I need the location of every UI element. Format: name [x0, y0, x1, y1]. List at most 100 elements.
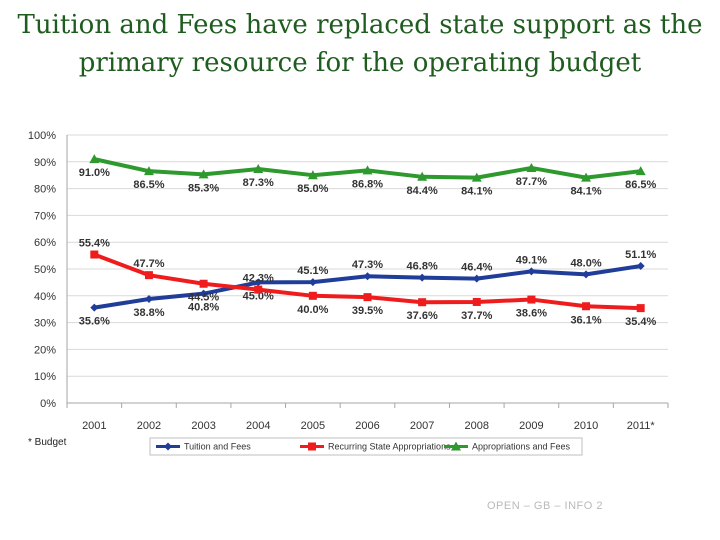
data-label: 42.3%: [243, 273, 274, 285]
y-tick-label: 40%: [34, 291, 56, 303]
data-point: [90, 250, 99, 259]
legend-label: Tuition and Fees: [184, 442, 251, 452]
data-label: 84.4%: [407, 185, 438, 197]
x-tick-label: 2004: [246, 420, 270, 432]
data-label: 85.3%: [188, 182, 219, 194]
legend-label: Recurring State Appropriations: [328, 442, 451, 452]
data-label: 84.1%: [570, 186, 601, 198]
data-label: 48.0%: [570, 257, 601, 269]
data-point: [636, 262, 645, 271]
data-label: 47.7%: [133, 258, 164, 270]
data-point: [254, 278, 263, 287]
data-label: 87.3%: [243, 177, 274, 189]
x-tick-label: 2007: [410, 420, 434, 432]
data-label: 55.4%: [79, 238, 110, 250]
legend-label: Appropriations and Fees: [472, 442, 571, 452]
x-tick-label: 2005: [301, 420, 325, 432]
data-label: 38.6%: [516, 308, 547, 320]
series-approp: 91.0% 86.5% 85.3% 87.3% 85.0% 86.8% 84.4% 84.1%…: [79, 154, 656, 198]
x-tick-label: 2001: [82, 420, 106, 432]
data-label: 91.0%: [79, 167, 110, 179]
data-label: 39.5%: [352, 305, 383, 317]
data-point: [582, 302, 591, 311]
legend-marker: [164, 442, 172, 451]
data-point: [471, 172, 482, 182]
data-label: 40.8%: [188, 302, 219, 314]
data-point: [308, 278, 317, 287]
data-point: [582, 270, 591, 279]
legend-marker: [308, 442, 316, 451]
y-tick-label: 90%: [34, 157, 56, 169]
data-point: [308, 291, 317, 300]
budget-footnote: * Budget: [28, 437, 67, 448]
title-line-1: Tuition and Fees have replaced state sup…: [17, 10, 703, 40]
data-point: [418, 298, 427, 307]
title-line-2: primary resource for the operating budge…: [78, 48, 642, 78]
data-label: 38.8%: [133, 307, 164, 319]
y-tick-label: 30%: [34, 318, 56, 330]
data-label: 84.1%: [461, 186, 492, 198]
slide-title: Tuition and Fees have replaced state sup…: [0, 6, 720, 82]
slide-footer: OPEN – GB – INFO 2: [487, 500, 603, 512]
legend-box: [149, 437, 583, 456]
data-point: [143, 166, 154, 176]
series-state: 55.4% 47.7% 44.5% 42.3% 40.0% 39.5% 37.6% 37.7%…: [79, 238, 657, 329]
data-point: [363, 293, 372, 302]
y-tick-label: 0%: [40, 398, 56, 410]
data-label: 44.5%: [188, 292, 219, 304]
data-point: [254, 285, 263, 294]
data-point: [90, 303, 99, 312]
data-point: [527, 267, 536, 276]
data-point: [362, 165, 373, 175]
data-label: 46.8%: [407, 261, 438, 273]
data-label: 36.1%: [570, 314, 601, 326]
data-point: [198, 169, 209, 179]
x-tick-label: 2006: [355, 420, 379, 432]
data-point: [526, 162, 537, 172]
legend-marker: [451, 441, 461, 451]
data-point: [417, 171, 428, 181]
data-label: 86.5%: [625, 179, 656, 191]
x-tick-label: 2008: [465, 420, 489, 432]
data-label: 37.6%: [407, 310, 438, 322]
data-point: [253, 164, 264, 174]
y-tick-label: 10%: [34, 371, 56, 383]
y-tick-label: 20%: [34, 344, 56, 356]
legend: Tuition and Fees Recurring State Appropri…: [149, 437, 583, 456]
data-label: 45.1%: [297, 265, 328, 277]
data-label: 86.8%: [352, 178, 383, 190]
data-label: 35.4%: [625, 316, 656, 328]
data-point: [144, 295, 153, 304]
y-tick-label: 100%: [28, 130, 56, 142]
data-point: [581, 172, 592, 182]
x-tick-label: 2009: [519, 420, 543, 432]
data-label: 86.5%: [133, 179, 164, 191]
x-tick-label: 2003: [191, 420, 215, 432]
data-label: 87.7%: [516, 176, 547, 188]
y-tick-label: 60%: [34, 237, 56, 249]
data-label: 51.1%: [625, 249, 656, 261]
data-point: [89, 154, 100, 164]
data-point: [199, 289, 208, 298]
data-label: 40.0%: [297, 304, 328, 316]
data-label: 45.0%: [243, 290, 274, 302]
data-label: 47.3%: [352, 259, 383, 271]
data-point: [199, 279, 208, 288]
data-point: [636, 304, 645, 313]
data-label: 37.7%: [461, 310, 492, 322]
data-label: 85.0%: [297, 183, 328, 195]
x-tick-label: 2011*: [627, 420, 656, 432]
data-point: [363, 272, 372, 281]
data-point: [527, 295, 536, 304]
data-point: [472, 297, 481, 306]
data-point: [418, 273, 427, 282]
x-tick-label: 2002: [137, 420, 161, 432]
y-tick-label: 70%: [34, 210, 56, 222]
data-label: 49.1%: [516, 254, 547, 266]
y-tick-label: 50%: [34, 264, 56, 276]
data-point: [307, 170, 318, 180]
data-label: 46.4%: [461, 262, 492, 274]
data-point: [635, 166, 646, 176]
data-point: [472, 274, 481, 283]
